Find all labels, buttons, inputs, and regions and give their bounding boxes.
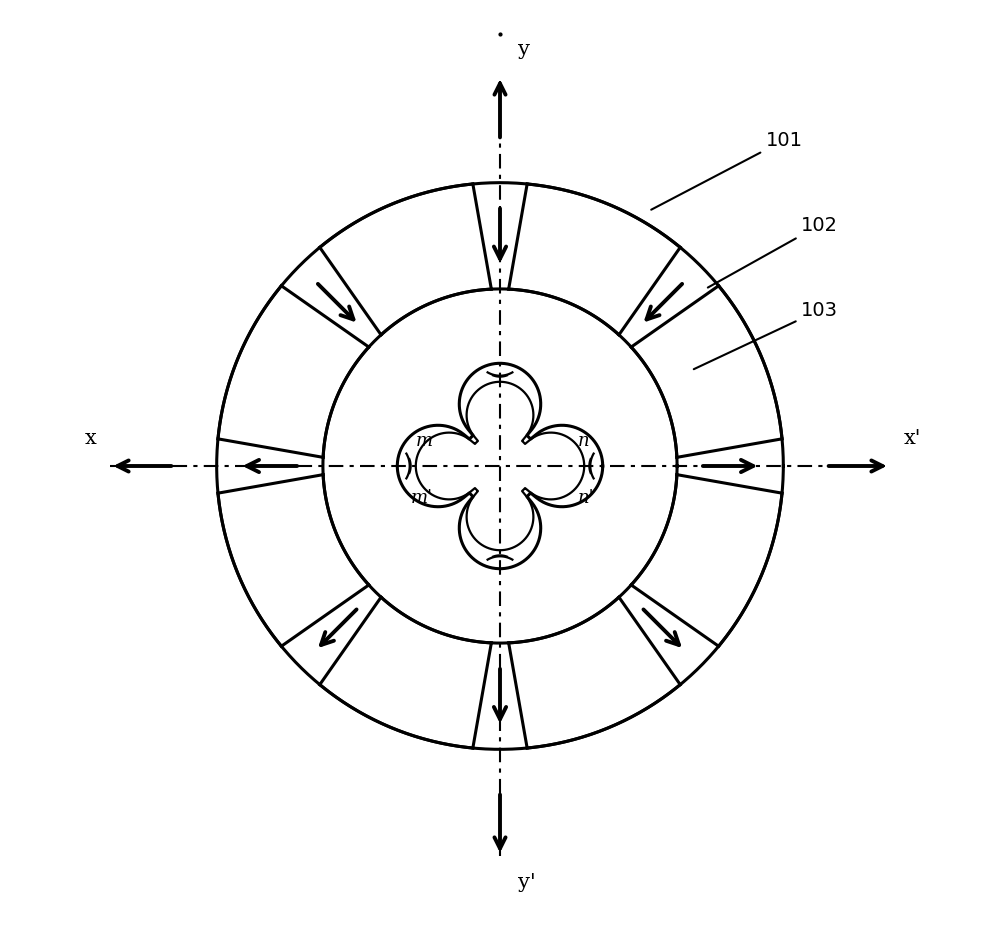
Text: 103: 103	[694, 301, 838, 369]
Text: n': n'	[578, 489, 595, 507]
Text: m': m'	[411, 489, 433, 507]
Text: n: n	[578, 432, 590, 450]
Text: x: x	[84, 430, 96, 448]
Text: y: y	[518, 40, 530, 59]
Text: x': x'	[904, 430, 921, 448]
Text: y': y'	[518, 873, 535, 892]
Text: m: m	[416, 432, 433, 450]
Text: 102: 102	[708, 215, 838, 288]
Text: 101: 101	[651, 130, 803, 210]
